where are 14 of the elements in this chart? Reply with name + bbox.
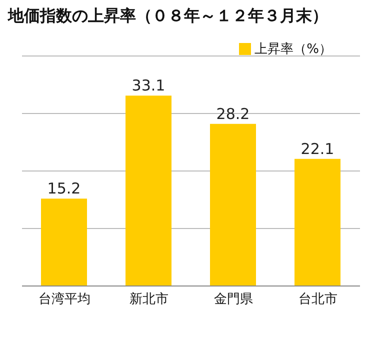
data-label: 28.2 bbox=[216, 104, 250, 123]
chart-title: 地価指数の上昇率（０８年～１２年３月末） bbox=[8, 6, 328, 27]
x-tick-label: 新北市 bbox=[129, 292, 168, 308]
data-label: 15.2 bbox=[47, 180, 81, 198]
x-tick-label: 台北市 bbox=[298, 292, 338, 308]
bar bbox=[210, 124, 256, 286]
x-tick-label: 台湾平均 bbox=[38, 291, 90, 308]
bar bbox=[294, 158, 340, 286]
bar bbox=[126, 96, 172, 286]
data-label: 33.1 bbox=[132, 76, 166, 95]
x-tick-label: 金門県 bbox=[214, 292, 253, 308]
data-label: 22.1 bbox=[300, 140, 334, 158]
bar bbox=[41, 198, 87, 286]
legend-label: 上昇率（%） bbox=[254, 42, 332, 57]
